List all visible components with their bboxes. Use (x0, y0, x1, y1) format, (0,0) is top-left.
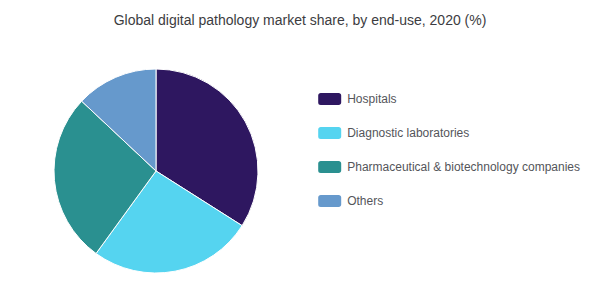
svg-text:Global digital pathology marke: Global digital pathology market share, b… (114, 12, 487, 28)
svg-text:Others: Others (347, 194, 383, 208)
svg-text:Diagnostic laboratories: Diagnostic laboratories (347, 126, 469, 140)
svg-text:Pharmaceutical & biotechnology: Pharmaceutical & biotechnology companies (347, 160, 580, 174)
svg-text:Hospitals: Hospitals (347, 92, 396, 106)
